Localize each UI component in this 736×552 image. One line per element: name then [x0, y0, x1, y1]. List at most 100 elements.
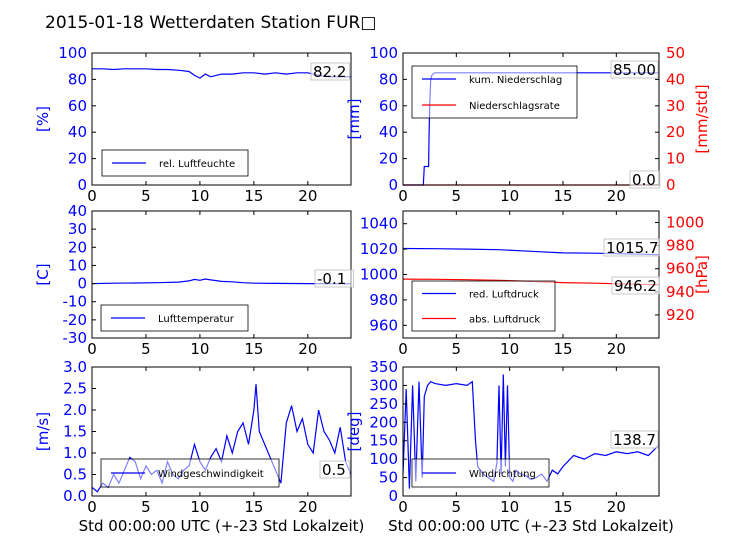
wind_speed-xtick-label-3: 15	[244, 498, 263, 516]
temperature-xtick-label-2: 10	[190, 340, 209, 358]
wind_direction-ytick-label-4: 200	[369, 413, 398, 431]
pressure-ytick-label-1: 980	[369, 291, 398, 309]
temperature-legend-entry-0: Lufttemperatur	[158, 314, 235, 325]
humidity-xtick-label-1: 5	[141, 187, 151, 205]
pressure-ytick-right-label-4: 1000	[666, 214, 704, 232]
temperature-ytick-label-3: 0	[77, 275, 87, 293]
wind_speed-ytick-label-6: 3.0	[63, 358, 87, 376]
pressure-xtick-label-1: 5	[452, 340, 462, 358]
pressure-ytick-right-label-3: 980	[666, 237, 695, 255]
wind_speed-annotation-box-0	[319, 460, 351, 479]
humidity-legend-entry-0: rel. Luftfeuchte	[159, 159, 235, 170]
precipitation-ytick-label-0: 0	[388, 176, 398, 194]
temperature-xtick-label-3: 15	[244, 340, 263, 358]
precipitation-ytick-label-1: 20	[379, 150, 398, 168]
wind_speed-ytick-label-1: 0.5	[63, 466, 87, 484]
pressure-xtick-label-0: 0	[398, 340, 408, 358]
pressure-annotation-box-1	[611, 276, 660, 295]
precipitation-annotation-box-0	[610, 60, 659, 79]
temperature-ytick-label-6: 30	[68, 220, 87, 238]
wind_direction-axes-frame	[402, 366, 660, 497]
temperature-ytick-label-1: -20	[63, 311, 88, 329]
precipitation-xtick-label-1: 5	[452, 187, 462, 205]
precipitation-ytick-right-label-5: 50	[666, 44, 685, 62]
wind_direction-annotation-box-0	[610, 430, 659, 449]
wind_direction-ytick-label-1: 50	[379, 469, 398, 487]
precipitation-legend-box	[411, 65, 578, 119]
humidity-series-0-line	[92, 68, 351, 79]
precipitation-ytick-label-2: 40	[379, 123, 398, 141]
precipitation-legend-entry-0: kum. Niederschlag	[469, 75, 562, 86]
wind_direction-ylabel: [deg]	[345, 412, 363, 452]
precipitation-annotation-1: 0.0	[632, 171, 656, 189]
wind_direction-ytick-label-7: 350	[369, 358, 398, 376]
pressure-ytick-right-label-2: 960	[666, 260, 695, 278]
pressure-ytick-right-label-0: 920	[666, 306, 695, 324]
precipitation-ytick-label-3: 60	[379, 97, 398, 115]
humidity-ylabel: [%]	[34, 106, 52, 132]
precipitation-annotation-box-1	[629, 170, 661, 189]
wind_speed-xtick-label-2: 10	[190, 498, 209, 516]
precipitation-ylabel: [mm]	[345, 99, 363, 140]
temperature-series-0-line	[91, 278, 352, 285]
precipitation-ytick-label-5: 100	[369, 44, 398, 62]
temperature-annotation-box-0	[314, 269, 354, 288]
temperature-ytick-label-7: 40	[68, 202, 87, 220]
precipitation-axes-frame	[402, 52, 660, 186]
wind_speed-ytick-label-3: 1.5	[63, 423, 87, 441]
pressure-ytick-label-3: 1020	[360, 240, 398, 258]
humidity-xtick-label-4: 20	[298, 187, 317, 205]
humidity-xtick-label-0: 0	[87, 187, 97, 205]
pressure-ylabel-right: [hPa]	[693, 255, 711, 294]
precipitation-ytick-right-label-1: 10	[666, 150, 685, 168]
pressure-annotation-1: 946.2	[614, 277, 657, 295]
temperature-xtick-label-0: 0	[87, 340, 97, 358]
humidity-annotation-0: 82.2	[313, 63, 346, 81]
humidity-ytick-label-5: 100	[58, 44, 87, 62]
wind_direction-xtick-label-0: 0	[398, 498, 408, 516]
humidity-xtick-label-2: 10	[190, 187, 209, 205]
pressure-xtick-label-2: 10	[500, 340, 519, 358]
pressure-legend-entry-1: abs. Luftdruck	[469, 315, 540, 326]
precipitation-xtick-label-2: 10	[500, 187, 519, 205]
wind_direction-ytick-label-3: 150	[369, 432, 398, 450]
humidity-annotation-box-0	[310, 62, 350, 81]
precipitation-ytick-right-label-0: 0	[666, 176, 676, 194]
wind_speed-ytick-label-5: 2.5	[63, 380, 87, 398]
wind_speed-annotation-0: 0.5	[322, 461, 346, 479]
pressure-xtick-label-3: 15	[553, 340, 572, 358]
temperature-ytick-label-4: 10	[68, 256, 87, 274]
humidity-ytick-label-2: 40	[68, 123, 87, 141]
wind_direction-ytick-label-5: 250	[369, 395, 398, 413]
wind_direction-ytick-label-0: 0	[388, 487, 398, 505]
pressure-xtick-label-4: 20	[607, 340, 626, 358]
temperature-annotation-0: -0.1	[317, 270, 346, 288]
precipitation-ytick-right-label-2: 20	[666, 123, 685, 141]
temperature-xtick-label-1: 5	[141, 340, 151, 358]
wind_direction-series-0-line	[402, 374, 660, 489]
pressure-legend-box	[411, 280, 556, 332]
humidity-ytick-label-1: 20	[68, 150, 87, 168]
wind_direction-ytick-label-2: 100	[369, 450, 398, 468]
wind_speed-xlabel: Std 00:00:00 UTC (+-23 Std Lokalzeit)	[79, 517, 365, 535]
humidity-ytick-label-0: 0	[77, 176, 87, 194]
precipitation-ytick-right-label-4: 40	[666, 70, 685, 88]
temperature-ytick-label-2: -10	[63, 293, 88, 311]
wind_direction-annotation-0: 138.7	[613, 431, 656, 449]
wind_speed-xtick-label-1: 5	[141, 498, 151, 516]
pressure-ytick-label-2: 1000	[360, 266, 398, 284]
precipitation-annotation-0: 85.00	[613, 61, 656, 79]
temperature-ytick-label-5: 20	[68, 238, 87, 256]
pressure-ytick-label-4: 1040	[360, 215, 398, 233]
temperature-ylabel: [C]	[34, 263, 52, 285]
wind_speed-xtick-label-4: 20	[298, 498, 317, 516]
wind_direction-ytick-label-6: 300	[369, 376, 398, 394]
precipitation-xtick-label-0: 0	[398, 187, 408, 205]
figure-title: 2015-01-18 Wetterdaten Station FUR□	[45, 13, 376, 33]
temperature-xtick-label-4: 20	[298, 340, 317, 358]
pressure-ytick-right-label-1: 940	[666, 283, 695, 301]
wind_speed-xtick-label-0: 0	[87, 498, 97, 516]
wind_speed-ylabel: [m/s]	[34, 412, 52, 451]
precipitation-ytick-label-4: 80	[379, 70, 398, 88]
